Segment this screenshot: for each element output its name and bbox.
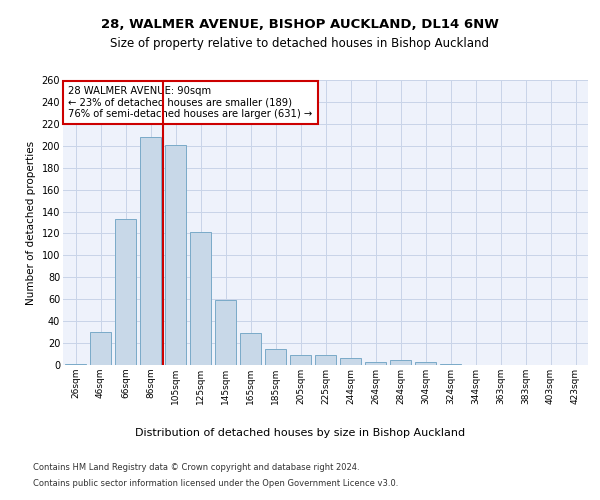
Bar bbox=[265, 348, 286, 365]
Bar bbox=[140, 137, 161, 365]
Y-axis label: Number of detached properties: Number of detached properties bbox=[26, 140, 36, 304]
Bar bbox=[190, 232, 211, 365]
Bar bbox=[365, 362, 386, 365]
Text: 28 WALMER AVENUE: 90sqm
← 23% of detached houses are smaller (189)
76% of semi-d: 28 WALMER AVENUE: 90sqm ← 23% of detache… bbox=[68, 86, 313, 119]
Bar bbox=[65, 364, 86, 365]
Bar bbox=[90, 332, 111, 365]
Bar bbox=[240, 333, 261, 365]
Bar bbox=[290, 355, 311, 365]
Bar bbox=[340, 358, 361, 365]
Bar bbox=[165, 144, 186, 365]
Bar bbox=[215, 300, 236, 365]
Text: 28, WALMER AVENUE, BISHOP AUCKLAND, DL14 6NW: 28, WALMER AVENUE, BISHOP AUCKLAND, DL14… bbox=[101, 18, 499, 30]
Bar bbox=[415, 362, 436, 365]
Bar bbox=[115, 219, 136, 365]
Text: Distribution of detached houses by size in Bishop Auckland: Distribution of detached houses by size … bbox=[135, 428, 465, 438]
Text: Contains HM Land Registry data © Crown copyright and database right 2024.: Contains HM Land Registry data © Crown c… bbox=[33, 462, 359, 471]
Bar bbox=[390, 360, 411, 365]
Bar bbox=[315, 355, 336, 365]
Text: Size of property relative to detached houses in Bishop Auckland: Size of property relative to detached ho… bbox=[110, 38, 490, 51]
Bar bbox=[440, 364, 461, 365]
Text: Contains public sector information licensed under the Open Government Licence v3: Contains public sector information licen… bbox=[33, 479, 398, 488]
